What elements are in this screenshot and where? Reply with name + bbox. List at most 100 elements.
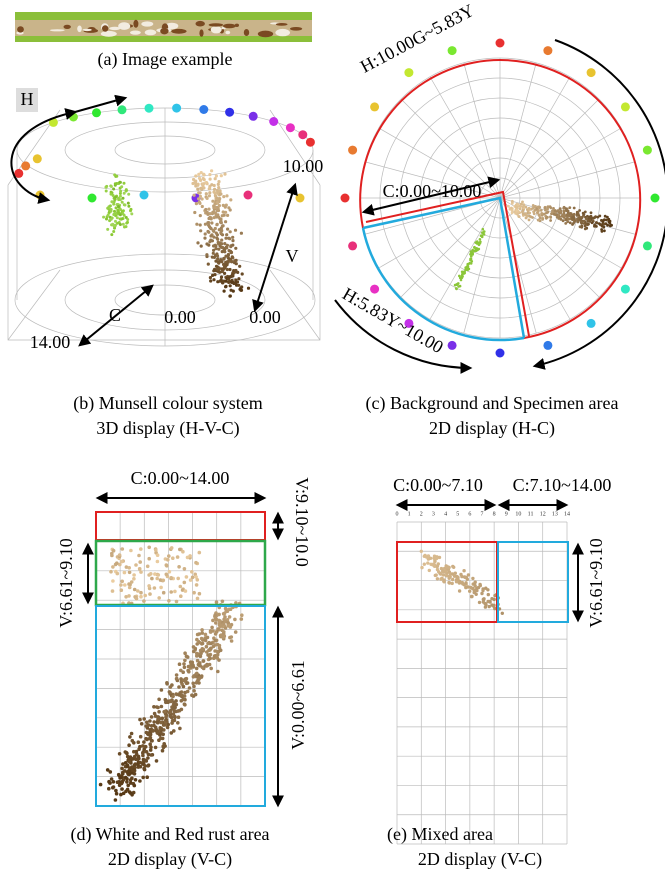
pixel-dot bbox=[470, 260, 474, 263]
pixel-dot bbox=[531, 207, 535, 210]
panel-a: (a) Image example bbox=[15, 12, 312, 70]
scale-label: 12 bbox=[540, 511, 546, 517]
pixel-dot bbox=[187, 686, 192, 690]
pixel-dot bbox=[120, 766, 124, 771]
pixel-dot bbox=[110, 589, 115, 593]
pixel-dot bbox=[592, 216, 595, 220]
pixel-dot bbox=[191, 675, 196, 679]
pixel-dot bbox=[182, 580, 187, 585]
label: 10.00 bbox=[283, 156, 324, 176]
pixel-dot bbox=[139, 722, 144, 726]
blot bbox=[102, 25, 109, 32]
pixel-dot bbox=[600, 224, 604, 228]
pixel-dot bbox=[601, 219, 605, 223]
pixel-dot bbox=[111, 222, 115, 226]
pixel-dot bbox=[203, 632, 208, 637]
hue-arc bbox=[334, 299, 473, 374]
pixel-dot bbox=[161, 732, 165, 737]
pixel-dot bbox=[191, 649, 196, 654]
pixel-dot bbox=[203, 638, 208, 643]
pixel-dot bbox=[209, 238, 213, 242]
pixel-dot bbox=[225, 107, 235, 117]
label-box bbox=[16, 88, 38, 112]
pixel-dot bbox=[119, 189, 123, 193]
pixel-dot bbox=[105, 217, 108, 221]
pixel-dot bbox=[198, 661, 202, 665]
pixel-dot bbox=[172, 718, 177, 723]
pixel-dot bbox=[207, 230, 211, 234]
pixel-dot bbox=[144, 730, 149, 735]
pixel-dot bbox=[466, 573, 471, 577]
pixel-dot bbox=[582, 222, 586, 225]
caption: 2D display (H-C) bbox=[429, 418, 555, 439]
pixel-dot bbox=[214, 600, 219, 604]
pixel-dot bbox=[156, 717, 160, 721]
pixel-dot bbox=[148, 735, 153, 740]
pixel-dot bbox=[127, 570, 132, 575]
pixel-dot bbox=[171, 712, 176, 716]
pixel-dot bbox=[215, 236, 219, 240]
pixel-dot bbox=[127, 585, 132, 590]
pixel-dot bbox=[221, 245, 225, 250]
pixel-dot bbox=[197, 172, 201, 176]
pixel-dot bbox=[195, 222, 199, 226]
pixel-dot bbox=[147, 545, 151, 550]
pixel-dot bbox=[580, 225, 584, 229]
pixel-dot bbox=[370, 284, 380, 294]
pixel-dot bbox=[404, 318, 414, 328]
caption: (c) Background and Specimen area bbox=[366, 393, 619, 414]
pixel-dot bbox=[171, 556, 175, 560]
pixel-dot bbox=[117, 553, 122, 557]
pixel-dot bbox=[469, 253, 472, 256]
red-box bbox=[95, 511, 266, 541]
pixel-dot bbox=[198, 191, 202, 195]
pixel-dot bbox=[126, 201, 130, 205]
pixel-dot bbox=[220, 633, 224, 638]
pixel-dot bbox=[198, 201, 202, 205]
pixel-dot bbox=[141, 744, 145, 748]
pixel-dot bbox=[348, 241, 358, 251]
pixel-dot bbox=[587, 222, 590, 226]
pixel-dot bbox=[458, 581, 462, 585]
blot bbox=[77, 25, 82, 33]
pixel-dot bbox=[212, 278, 216, 282]
panel-e: 0 1 2 3 4 5 6 7 8 9 10 11 12 13 14 C:0.00~7.10 C:7.10~… bbox=[387, 475, 611, 870]
pixel-dot bbox=[493, 593, 497, 598]
pixel-dot bbox=[210, 625, 214, 630]
blot bbox=[82, 28, 92, 32]
pixel-dot bbox=[201, 659, 206, 663]
pixel-dot bbox=[222, 248, 226, 252]
pixel-dot bbox=[185, 689, 190, 694]
pixel-dot bbox=[182, 662, 186, 666]
pixel-dot bbox=[455, 574, 459, 579]
pixel-dot bbox=[153, 725, 158, 730]
pixel-dot bbox=[596, 215, 600, 219]
pixel-dot bbox=[217, 612, 221, 617]
pixel-dot bbox=[180, 588, 185, 592]
pixel-dot bbox=[197, 681, 201, 685]
pixel-dot bbox=[207, 653, 211, 657]
pixel-dot bbox=[437, 555, 442, 560]
pixel-dot bbox=[118, 776, 122, 780]
pixel-dot bbox=[162, 728, 166, 732]
pixel-dot bbox=[477, 247, 481, 251]
pixel-dot bbox=[128, 766, 132, 771]
grid-spoke bbox=[499, 197, 571, 320]
pixel-dot bbox=[195, 671, 199, 676]
label: 0.00 bbox=[249, 307, 281, 327]
pixel-dot bbox=[167, 569, 172, 574]
pixel-dot bbox=[602, 222, 606, 226]
pixel-dot bbox=[145, 564, 150, 569]
pixel-dot bbox=[215, 196, 219, 200]
pixel-dot bbox=[164, 572, 169, 577]
pixel-dot bbox=[161, 590, 166, 595]
scale-label: 0 bbox=[396, 511, 399, 517]
pixel-dot bbox=[228, 237, 232, 241]
pixel-dot bbox=[224, 210, 228, 214]
pixel-dot bbox=[432, 554, 437, 558]
grid bbox=[95, 511, 266, 807]
pixel-dot bbox=[149, 572, 153, 576]
pixel-dot bbox=[443, 570, 447, 574]
pixel-dot bbox=[447, 46, 457, 56]
